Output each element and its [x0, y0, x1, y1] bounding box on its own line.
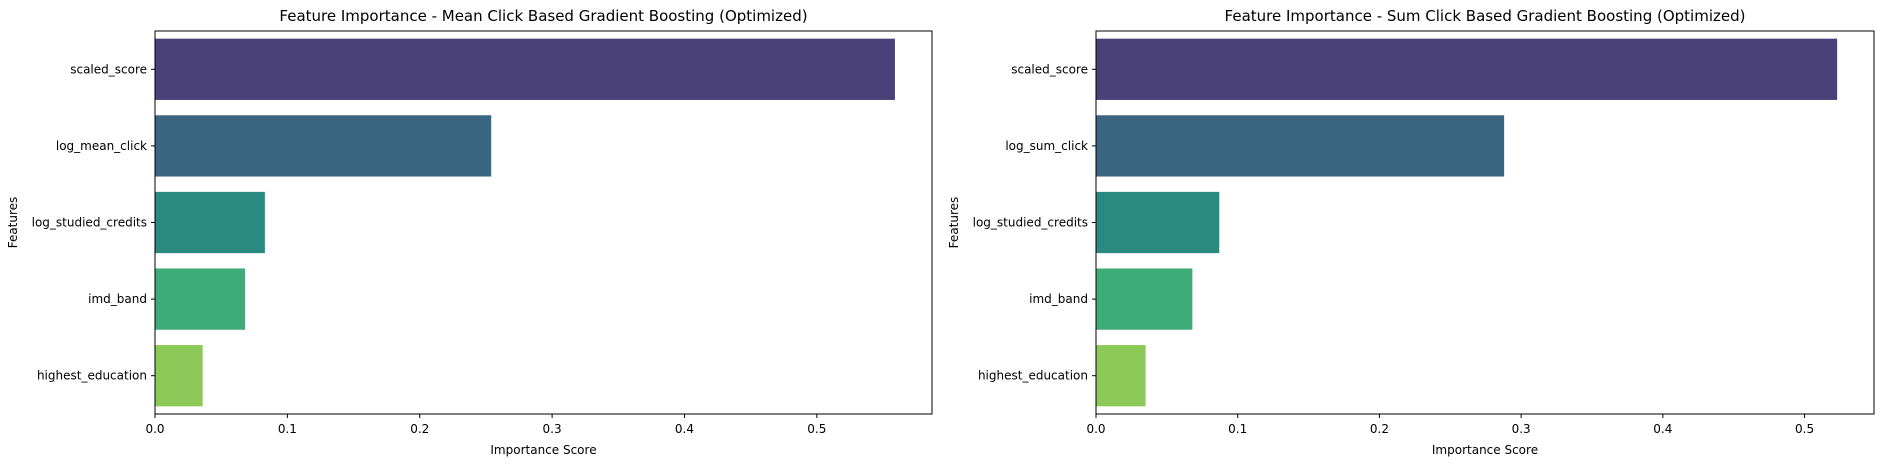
- y-tick-label: log_studied_credits: [973, 216, 1088, 230]
- bar-highest-education: [155, 345, 203, 407]
- x-tick-label: 0.0: [1086, 422, 1105, 436]
- x-tick-label: 0.2: [410, 422, 429, 436]
- plot-frame: [154, 30, 933, 415]
- x-tick-label: 0.2: [1370, 422, 1389, 436]
- x-tick-label: 0.5: [1795, 422, 1814, 436]
- bar-log-studied-credits: [1096, 191, 1220, 254]
- y-tick-label: scaled_score: [70, 62, 147, 76]
- y-tick-label: log_sum_click: [1005, 139, 1088, 153]
- y-tick-label: imd_band: [88, 292, 147, 306]
- bar-imd-band: [1096, 268, 1193, 330]
- bar-log-sum-click: [1096, 115, 1505, 177]
- y-tick-label: highest_education: [37, 369, 147, 383]
- bar-highest-education: [1096, 345, 1146, 407]
- x-tick-label: 0.0: [145, 422, 164, 436]
- x-tick-label: 0.1: [1228, 422, 1247, 436]
- bar-log-mean-click: [155, 115, 492, 177]
- x-tick-label: 0.5: [807, 422, 826, 436]
- x-tick-label: 0.4: [1653, 422, 1672, 436]
- chart-panel-mean-click: Feature Importance - Mean Click Based Gr…: [6, 7, 933, 457]
- x-tick-label: 0.1: [278, 422, 297, 436]
- bar-log-studied-credits: [155, 191, 265, 254]
- y-tick-label: scaled_score: [1011, 62, 1088, 76]
- plot-frame: [1095, 30, 1875, 415]
- x-tick-label: 0.3: [543, 422, 562, 436]
- y-axis-label: Features: [6, 197, 20, 249]
- y-axis-label: Features: [947, 197, 961, 249]
- chart-panel-sum-click: Feature Importance - Sum Click Based Gra…: [947, 7, 1875, 457]
- bar-imd-band: [155, 268, 246, 330]
- y-tick-label: log_mean_click: [56, 139, 147, 153]
- chart-title: Feature Importance - Mean Click Based Gr…: [279, 7, 807, 25]
- x-tick-label: 0.4: [675, 422, 694, 436]
- bar-scaled-score: [1096, 38, 1838, 100]
- bar-scaled-score: [155, 38, 895, 100]
- x-axis-label: Importance Score: [490, 443, 596, 457]
- x-axis-label: Importance Score: [1432, 443, 1538, 457]
- y-tick-label: imd_band: [1029, 292, 1088, 306]
- x-tick-label: 0.3: [1512, 422, 1531, 436]
- chart-title: Feature Importance - Sum Click Based Gra…: [1225, 7, 1746, 25]
- y-tick-label: log_studied_credits: [32, 216, 147, 230]
- y-tick-label: highest_education: [978, 369, 1088, 383]
